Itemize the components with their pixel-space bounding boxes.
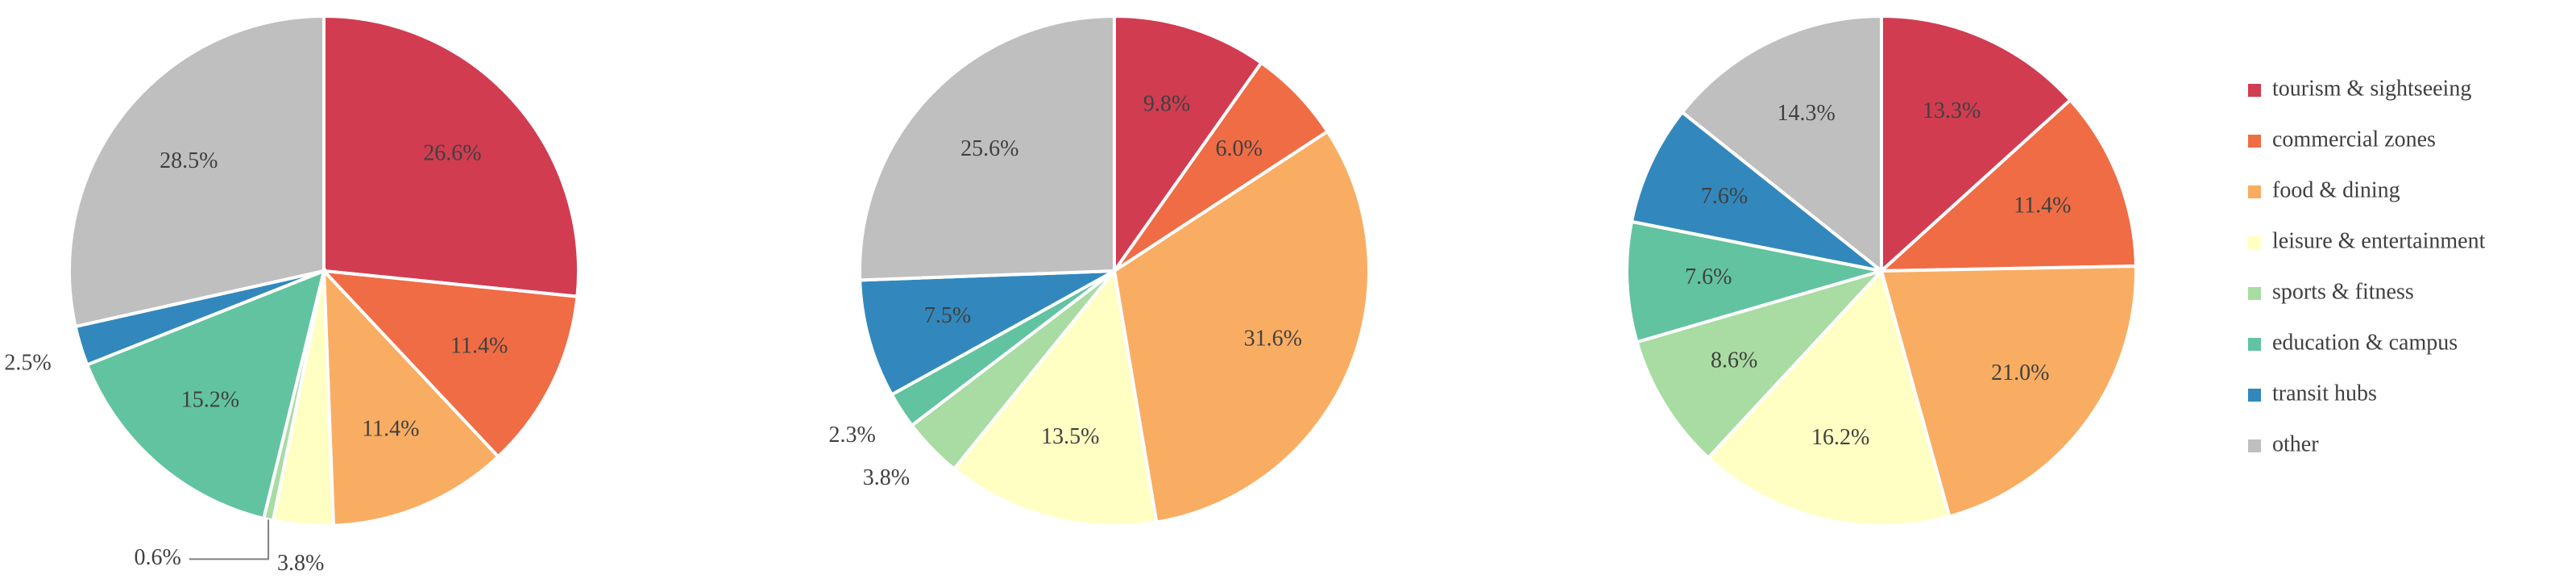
data-label: 26.6% — [423, 140, 481, 165]
data-label: 3.8% — [277, 551, 324, 576]
data-label: 11.4% — [2014, 193, 2071, 218]
data-label: 11.4% — [450, 334, 508, 359]
legend-label: sports & fitness — [2272, 279, 2414, 304]
data-label: 8.6% — [1711, 348, 1757, 373]
pie-slice — [1629, 110, 1883, 273]
pie-slice — [1113, 14, 1264, 277]
legend-label: leisure & entertainment — [2272, 228, 2486, 253]
legend-label: commercial zones — [2272, 127, 2436, 152]
pie-slice — [952, 267, 1159, 527]
data-label: 13.5% — [1041, 424, 1099, 449]
legend-marker — [2248, 185, 2261, 198]
data-label: 3.8% — [863, 465, 910, 490]
pie-slice — [1877, 98, 2138, 273]
pie-slice — [321, 266, 501, 527]
leader-line — [189, 519, 270, 560]
data-label: 6.0% — [1215, 136, 1262, 161]
data-label: 7.5% — [924, 303, 971, 328]
data-label: 9.8% — [1143, 92, 1190, 117]
data-label: 16.2% — [1811, 425, 1869, 450]
legend-label: transit hubs — [2272, 381, 2377, 406]
data-label: 13.3% — [1923, 98, 1981, 123]
pie-slice — [85, 268, 326, 521]
data-label: 28.5% — [160, 148, 218, 173]
pie-slice — [1679, 14, 1883, 275]
legend-marker — [2248, 287, 2261, 300]
pie-slice — [1880, 14, 2073, 275]
data-label: 11.4% — [362, 417, 419, 442]
pie-slice — [1706, 268, 1952, 527]
legend-marker — [2248, 439, 2261, 452]
pie-slice — [858, 14, 1116, 282]
legend-marker — [2248, 236, 2261, 249]
data-label: 31.6% — [1244, 327, 1302, 352]
legend-marker — [2248, 338, 2261, 351]
legend-label: tourism & sightseeing — [2272, 76, 2471, 101]
data-label: 14.3% — [1777, 101, 1836, 126]
pie-slice — [68, 14, 326, 329]
pie-slice — [1113, 60, 1330, 273]
data-label: 7.6% — [1685, 264, 1732, 289]
data-label: 2.5% — [4, 350, 51, 375]
legend-label: other — [2272, 431, 2319, 456]
data-label: 0.6% — [134, 545, 180, 570]
legend-marker — [2248, 84, 2261, 97]
pie-slice — [1879, 264, 2138, 518]
pie-slice — [1112, 129, 1371, 524]
pie-slice — [858, 269, 1115, 398]
data-label: 7.6% — [1701, 184, 1748, 209]
legend-label: food & dining — [2272, 177, 2400, 202]
data-label: 25.6% — [960, 136, 1018, 161]
legend-marker — [2248, 389, 2261, 402]
data-label: 2.3% — [828, 423, 875, 448]
pie-slice — [1625, 219, 1882, 344]
legend-marker — [2248, 135, 2261, 148]
data-label: 15.2% — [181, 387, 239, 412]
pie-slice — [319, 269, 579, 460]
data-label: 21.0% — [1991, 360, 2049, 385]
legend-label: education & campus — [2272, 330, 2458, 355]
pie-slice — [322, 14, 580, 298]
pie-slice — [1635, 268, 1887, 460]
